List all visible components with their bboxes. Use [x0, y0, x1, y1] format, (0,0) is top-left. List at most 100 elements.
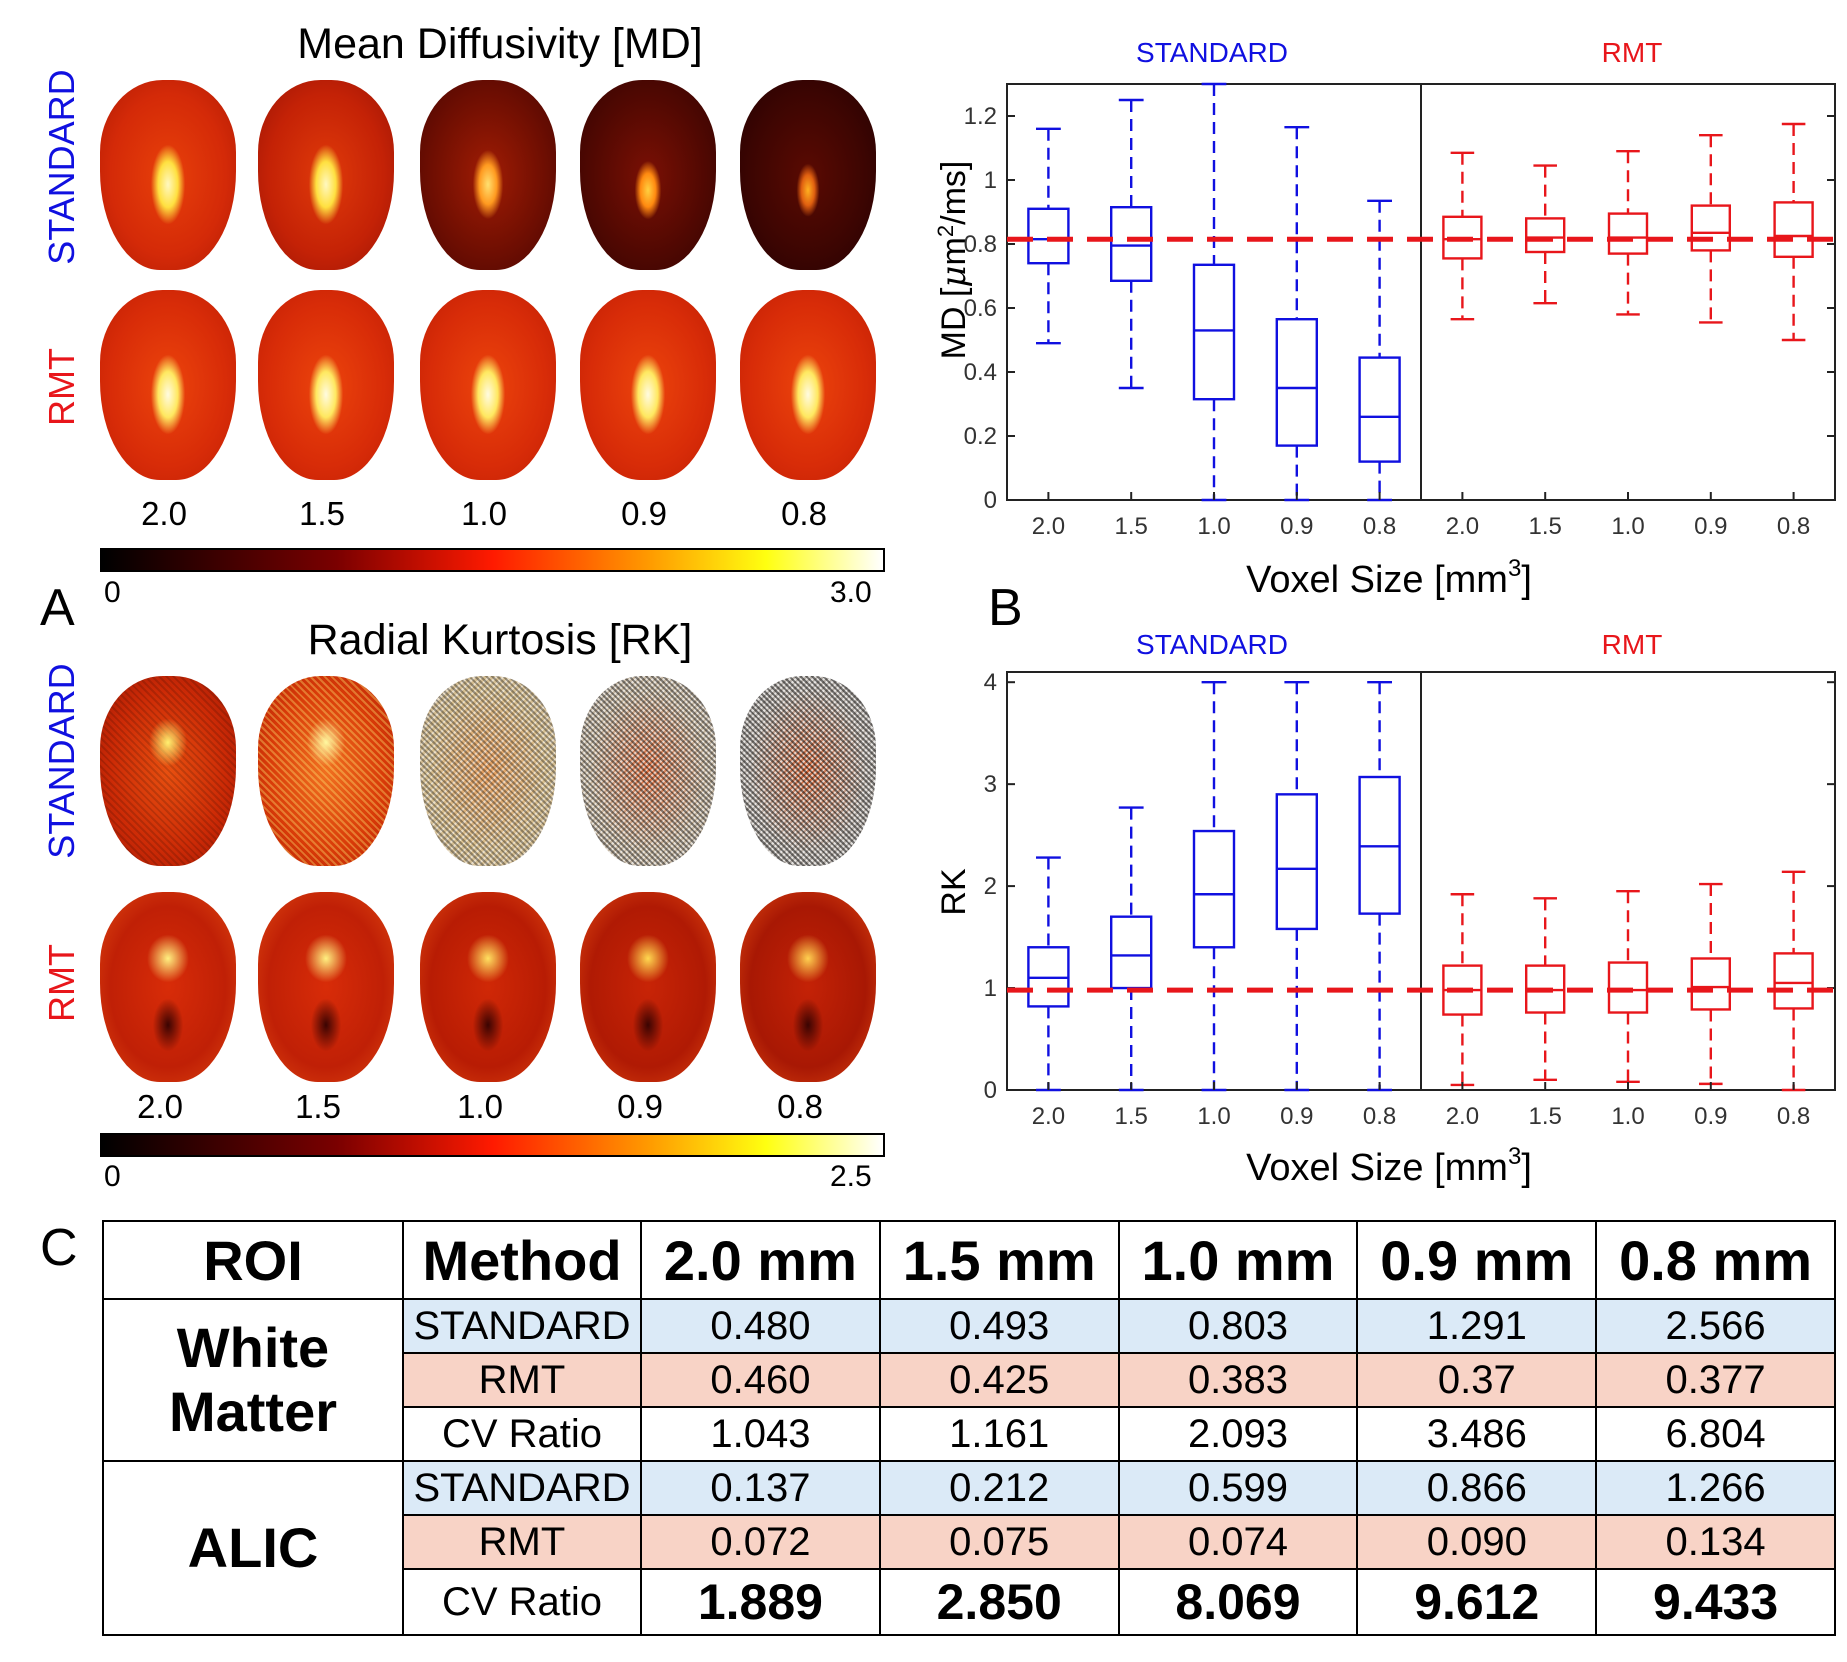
rk-boxplot-chart: STANDARD RMT RK Voxel Size [mm3] 0 1 2 3 4 2.…: [935, 629, 1836, 1189]
value-cell: 1.043: [640, 1406, 881, 1462]
x-tick-label: 1.5: [1529, 513, 1562, 540]
value-cell: 0.134: [1595, 1514, 1836, 1570]
table-header-cell: 0.8 mm: [1595, 1220, 1836, 1300]
md-boxplot-chart: STANDARD RMT MD [μm2/ms] Voxel Size [mm3…: [933, 37, 1836, 601]
table-header-cell: Method: [402, 1220, 642, 1300]
rk-row-label-standard: STANDARD: [41, 663, 82, 859]
y-tick-label: 1.2: [964, 103, 997, 130]
md-rmt-brain-0-9: [580, 290, 716, 480]
value-cell: 0.075: [878, 1514, 1120, 1570]
rk-x-axis-label: Voxel Size [mm3]: [1246, 1143, 1532, 1189]
box-iqr: [1275, 793, 1318, 931]
y-tick-label: 0: [984, 1077, 997, 1104]
value-cell: 0.377: [1595, 1352, 1836, 1408]
value-cell: 0.074: [1117, 1514, 1359, 1570]
table-header-cell: 1.0 mm: [1117, 1220, 1359, 1300]
panel-letter-a: A: [40, 579, 75, 637]
table-header-cell: 2.0 mm: [640, 1220, 881, 1300]
md-rmt-brain-0-8: [740, 290, 876, 480]
value-cell: 2.850: [878, 1568, 1120, 1636]
table-row: CV Ratio 1.043 1.161 2.093 3.486 6.804: [103, 1406, 1836, 1462]
box-iqr: [1690, 204, 1731, 252]
value-cell: 6.804: [1595, 1406, 1836, 1462]
md-colorbar-max: 3.0: [830, 576, 872, 609]
rk-colorbar-max: 2.5: [830, 1160, 872, 1193]
box-iqr: [1275, 318, 1318, 447]
md-standard-brain-0-8: [740, 80, 876, 270]
rk-voxel-label: 2.0: [137, 1088, 183, 1125]
x-tick-label: 0.9: [1280, 513, 1313, 540]
x-tick-label: 1.0: [1611, 1103, 1644, 1130]
table-header-cell: 0.9 mm: [1356, 1220, 1598, 1300]
box-iqr: [1442, 215, 1483, 260]
x-tick-label: 2.0: [1446, 1103, 1479, 1130]
x-tick-label: 0.9: [1280, 1103, 1313, 1130]
rk-standard-brain-2-0: [100, 676, 236, 866]
md-voxel-label: 2.0: [141, 495, 187, 532]
rk-rmt-brain-0-8: [740, 892, 876, 1082]
md-voxel-label: 0.9: [621, 495, 667, 532]
md-colorbar: [100, 548, 885, 572]
method-cell: STANDARD: [402, 1460, 642, 1516]
box-iqr: [1192, 263, 1236, 401]
x-tick-label: 0.8: [1363, 513, 1396, 540]
md-colorbar-min: 0: [104, 576, 121, 609]
method-cell: CV Ratio: [402, 1568, 642, 1636]
box-iqr: [1773, 952, 1814, 1010]
md-y-axis-label: MD [μm2/ms]: [933, 161, 974, 360]
md-chart-title-rmt: RMT: [1602, 37, 1663, 68]
box-iqr: [1358, 356, 1401, 463]
method-cell: STANDARD: [402, 1298, 642, 1354]
x-tick-label: 2.0: [1032, 513, 1065, 540]
box-iqr: [1773, 201, 1814, 258]
box-iqr: [1607, 212, 1649, 255]
x-tick-label: 1.0: [1197, 1103, 1230, 1130]
rk-rmt-brain-1-0: [420, 892, 556, 1082]
value-cell: 0.383: [1117, 1352, 1359, 1408]
x-tick-label: 1.5: [1115, 1103, 1148, 1130]
rk-voxel-label: 0.9: [617, 1088, 663, 1125]
box-iqr: [1525, 217, 1566, 254]
md-chart-title-standard: STANDARD: [1136, 37, 1288, 68]
md-plot-area: 0 0.2 0.4 0.6 0.8 1 1.2 2.0 1.5 1.0 0.9 0.8 2.0 1.5 1.…: [964, 82, 1836, 540]
y-tick-label: 0.6: [964, 295, 997, 322]
panel-letter-b: B: [988, 579, 1023, 637]
x-tick-label: 1.0: [1197, 513, 1230, 540]
rk-map-title: Radial Kurtosis [RK]: [307, 616, 693, 664]
md-x-axis-label: Voxel Size [mm3]: [1246, 555, 1532, 601]
x-tick-label: 2.0: [1032, 1103, 1065, 1130]
y-tick-label: 1: [984, 975, 997, 1002]
value-cell: 8.069: [1117, 1568, 1359, 1636]
value-cell: 9.433: [1595, 1568, 1836, 1636]
value-cell: 0.137: [640, 1460, 881, 1516]
x-tick-label: 0.8: [1777, 1103, 1810, 1130]
value-cell: 0.599: [1117, 1460, 1359, 1516]
y-tick-label: 0.4: [964, 359, 997, 386]
table-row: CV Ratio 1.889 2.850 8.069 9.612 9.433: [103, 1568, 1836, 1636]
roi-name-white-matter: White Matter: [102, 1298, 404, 1462]
y-tick-label: 2: [984, 873, 997, 900]
y-tick-label: 0.2: [964, 423, 997, 450]
x-tick-label: 0.8: [1777, 513, 1810, 540]
rk-voxel-label: 0.8: [777, 1088, 823, 1125]
value-cell: 0.803: [1117, 1298, 1359, 1354]
method-cell: CV Ratio: [402, 1406, 642, 1462]
y-tick-label: 3: [984, 771, 997, 798]
value-cell: 1.291: [1356, 1298, 1598, 1354]
value-cell: 0.090: [1356, 1514, 1598, 1570]
value-cell: 1.889: [640, 1568, 881, 1636]
x-tick-label: 0.8: [1363, 1103, 1396, 1130]
value-cell: 0.866: [1356, 1460, 1598, 1516]
table-row: RMT 0.460 0.425 0.383 0.37 0.377: [103, 1352, 1836, 1408]
rk-standard-brain-1-5: [258, 676, 394, 866]
value-cell: 0.425: [878, 1352, 1120, 1408]
md-voxel-label: 1.0: [461, 495, 507, 532]
table-header-cell: 1.5 mm: [878, 1220, 1120, 1300]
value-cell: 0.212: [878, 1460, 1120, 1516]
table-row: ALIC STANDARD 0.137 0.212 0.599 0.866 1.…: [102, 1460, 1836, 1636]
y-tick-label: 4: [984, 669, 997, 696]
md-rmt-brain-1-5: [258, 290, 394, 480]
md-standard-brain-0-9: [580, 80, 716, 270]
rk-plot-area: 0 1 2 3 4 2.0 1.5 1.0 0.9 0.8 2.0 1.5 1.0 0.9 0.8: [984, 669, 1836, 1130]
box-iqr: [1690, 957, 1731, 1011]
